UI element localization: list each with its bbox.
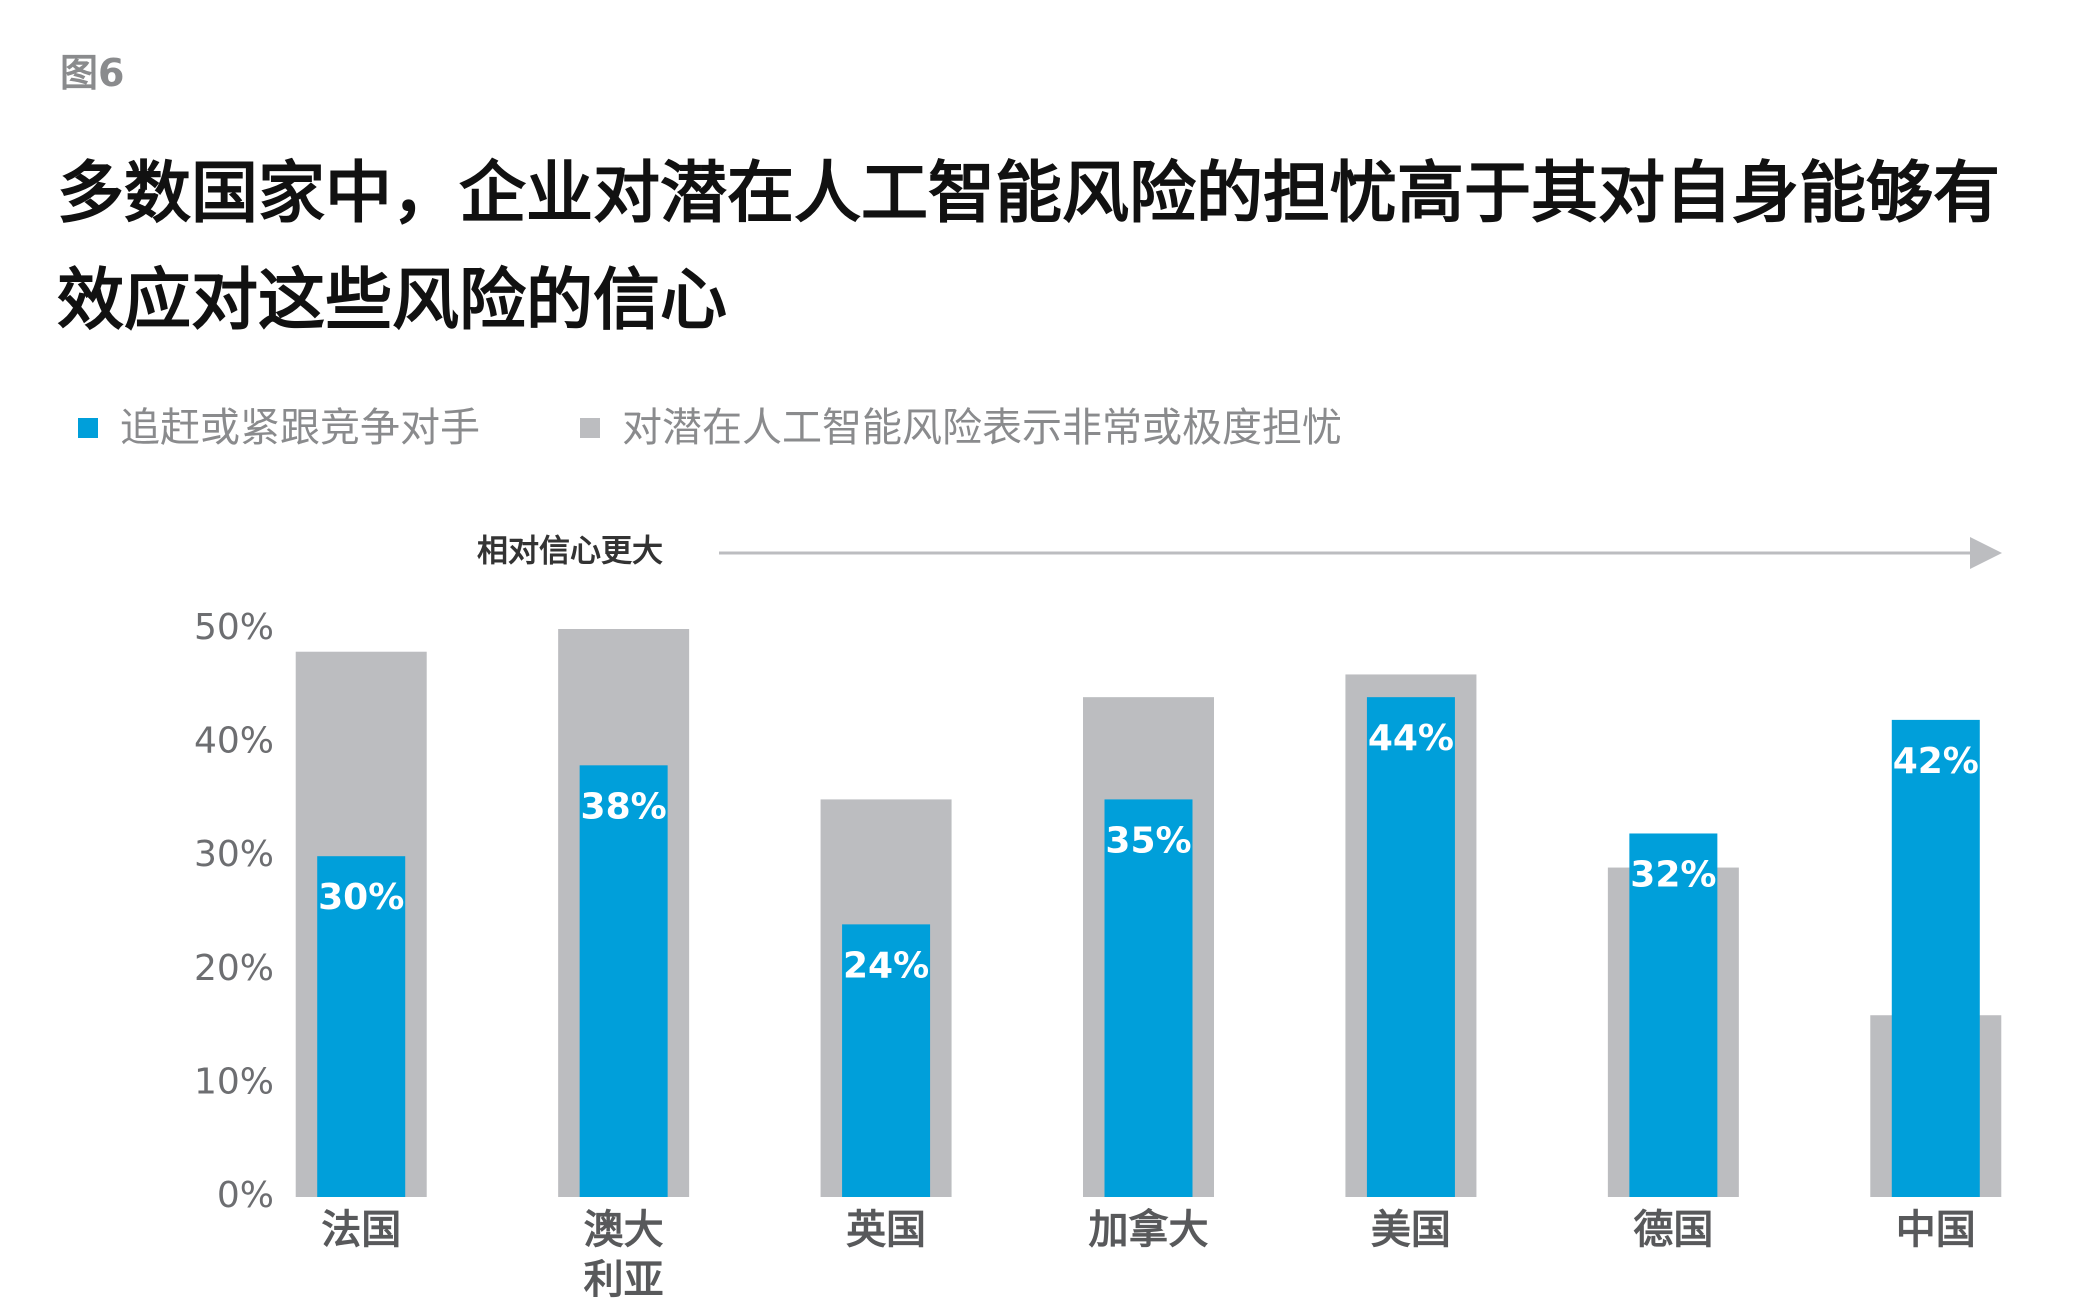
value-label: 42% (1893, 741, 1979, 782)
y-tick-label: 20% (194, 948, 274, 989)
x-tick-label: 德国 (1633, 1207, 1713, 1253)
bar (1366, 697, 1455, 1197)
bar (317, 856, 406, 1197)
value-label: 32% (1630, 854, 1716, 895)
x-tick-label: 加拿大 (1089, 1207, 1209, 1253)
x-tick-label: 中国 (1896, 1207, 1976, 1253)
value-label: 44% (1368, 718, 1454, 759)
bar (842, 924, 931, 1197)
legend-swatch (580, 418, 600, 438)
arrow-head (1970, 537, 2002, 569)
figure-label: 图6 (60, 51, 125, 95)
x-tick-label: 澳大利亚 (584, 1207, 664, 1300)
value-label: 35% (1105, 820, 1191, 861)
annotation: 相对信心更大 (477, 534, 663, 570)
value-label: 30% (318, 877, 404, 918)
value-label: 38% (581, 786, 667, 827)
bar (579, 765, 668, 1197)
bar (1629, 833, 1718, 1197)
chart-title: 多数国家中，企业对潜在人工智能风险的担忧高于其对自身能够有效应对这些风险的信心 (57, 154, 2000, 339)
y-tick-label: 10% (194, 1061, 274, 1102)
bar (1104, 799, 1193, 1197)
bar (1891, 719, 1980, 1197)
legend-swatch (78, 418, 98, 438)
x-tick-label: 英国 (846, 1207, 926, 1253)
y-tick-label: 40% (194, 721, 274, 762)
y-tick-label: 0% (217, 1175, 274, 1216)
x-tick-label: 法国 (321, 1207, 401, 1253)
value-label: 24% (843, 945, 929, 986)
legend-label: 追赶或紧跟竞争对手 (120, 405, 480, 451)
x-tick-label: 美国 (1371, 1207, 1451, 1253)
legend-label: 对潜在人工智能风险表示非常或极度担忧 (622, 405, 1342, 451)
y-tick-label: 50% (194, 607, 274, 648)
y-tick-label: 30% (194, 834, 274, 875)
